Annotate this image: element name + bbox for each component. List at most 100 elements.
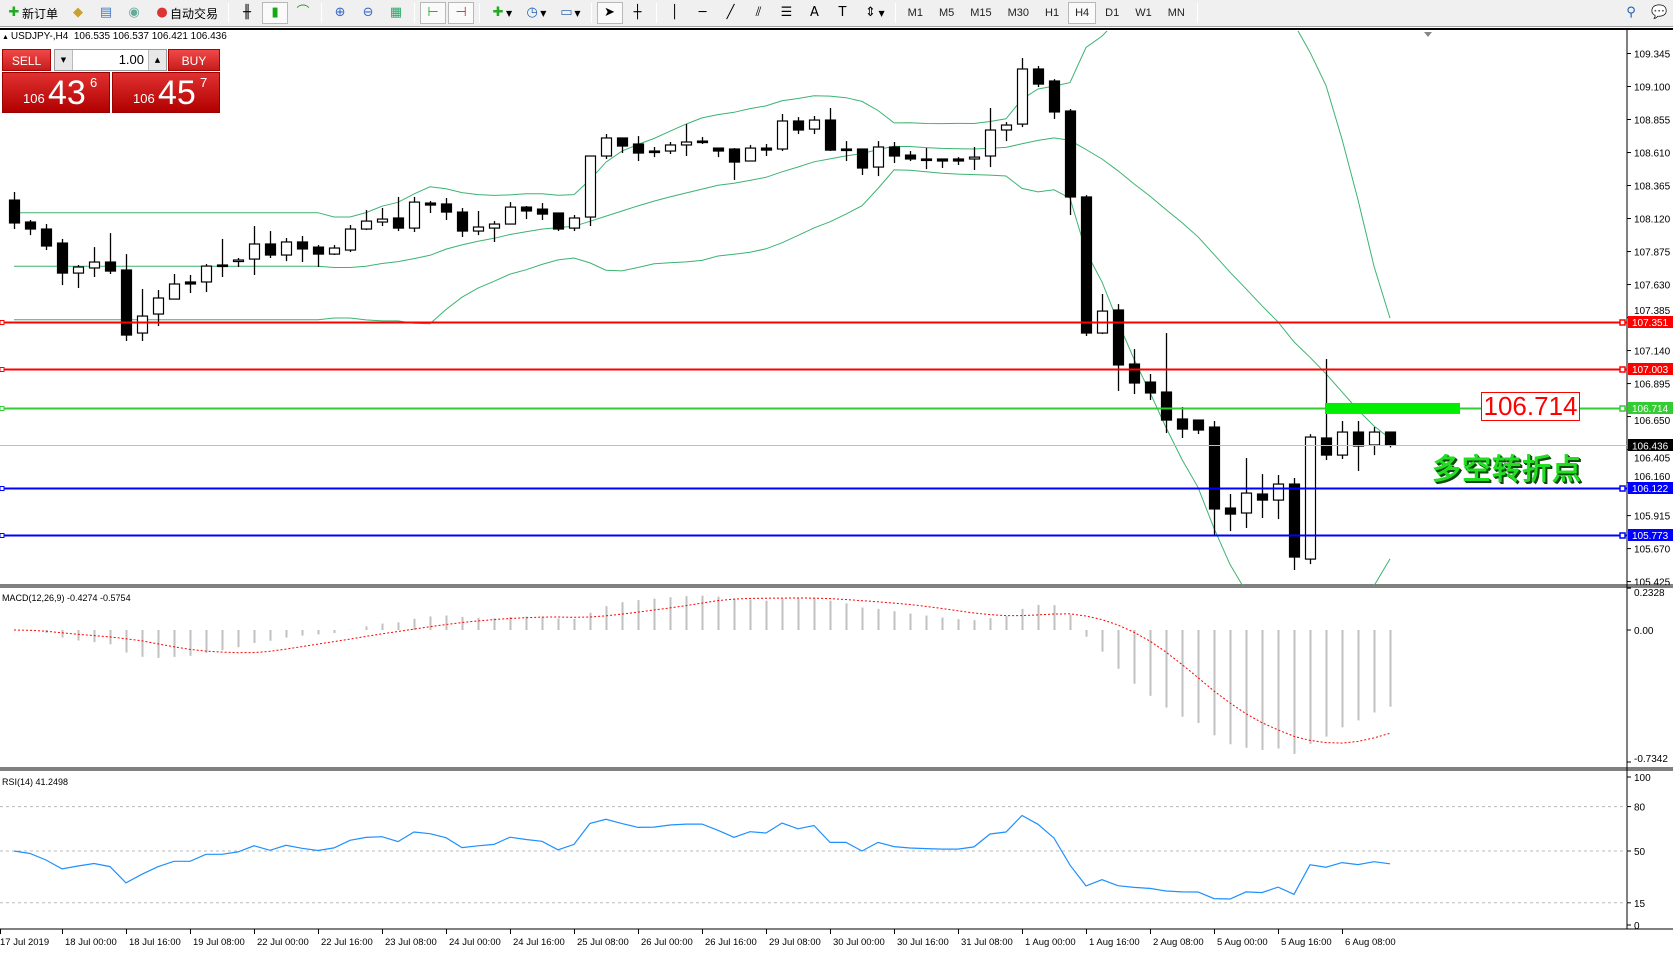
candle <box>936 158 949 169</box>
cursor-button[interactable]: ➤ <box>596 2 623 24</box>
candle <box>440 198 453 221</box>
price-tick-label: 107.385 <box>1634 306 1671 317</box>
crosshair-button[interactable]: ┼ <box>625 2 651 24</box>
templates-icon: ▭ <box>560 5 573 20</box>
market-watch-button[interactable]: ◆ <box>65 2 91 24</box>
buy-button[interactable]: BUY <box>168 49 220 71</box>
sell-button[interactable]: SELL <box>2 49 51 71</box>
bullish-candle-body <box>168 283 181 300</box>
time-label: 6 Aug 08:00 <box>1345 937 1396 948</box>
chart-area[interactable]: 109.345 109.100 108.855 108.610 108.365 108.1… <box>0 28 1673 953</box>
search-button[interactable]: ⚲ <box>1618 2 1644 24</box>
timeframe-h4[interactable]: H4 <box>1068 2 1097 24</box>
candle <box>24 220 37 236</box>
bearish-candle-body <box>824 119 837 151</box>
time-label: 19 Jul 08:00 <box>193 937 245 948</box>
text-label-button[interactable]: T <box>830 2 856 24</box>
symbol-label: USDJPY-,H4 <box>10 31 69 42</box>
line-anchor-handle <box>1619 366 1626 373</box>
chart-shift-button[interactable]: ⊢ <box>420 2 447 24</box>
search-icon: ⚲ <box>1626 5 1636 20</box>
auto-trading-button[interactable]: ● 自动交易 <box>149 2 223 24</box>
sell-price-pip: 6 <box>90 75 98 90</box>
bullish-candle-body <box>1304 436 1317 560</box>
timeframe-m15[interactable]: M15 <box>970 7 992 19</box>
bullish-candle-body <box>504 206 517 225</box>
timeframe-m30[interactable]: M30 <box>1007 7 1030 19</box>
buy-price-button[interactable]: 106 45 7 <box>112 72 220 113</box>
bearish-candle-body <box>632 143 645 154</box>
candle <box>952 157 965 166</box>
candle <box>184 274 197 294</box>
bullish-candle-body <box>1016 68 1029 125</box>
indicators-button[interactable]: ✚ ▼ <box>485 2 517 24</box>
candle <box>1128 349 1141 395</box>
timeframe-m5[interactable]: M5 <box>938 7 955 19</box>
candle <box>1160 333 1173 433</box>
templates-button[interactable]: ▭ ▼ <box>560 5 581 20</box>
arrows-button[interactable]: ⇕ ▼ <box>858 2 890 24</box>
bearish-candle-body <box>840 148 853 152</box>
candle <box>424 201 437 214</box>
new-order-label: 新订单 <box>22 6 59 21</box>
candle <box>40 224 53 251</box>
price-tick-label: 105.670 <box>1634 545 1671 556</box>
line-chart-button[interactable]: ⌒ <box>290 2 316 24</box>
zoom-out-icon: ⊖ <box>362 5 374 20</box>
bullish-candle-body <box>344 228 357 251</box>
lot-decrease-button[interactable]: ▼ <box>55 50 73 70</box>
bearish-candle-body <box>1032 68 1045 85</box>
toolbar-separator <box>479 3 481 23</box>
timeframe-mn[interactable]: MN <box>1167 7 1185 19</box>
zoom-in-button[interactable]: ⊕ <box>327 2 353 24</box>
bullish-candle-body <box>488 223 501 229</box>
new-order-button[interactable]: ✚ 新订单 <box>1 2 63 24</box>
bearish-candle-body <box>120 269 133 336</box>
price-line-tag: 107.351 <box>1632 318 1669 329</box>
bullish-candle-body <box>1240 492 1253 514</box>
candle <box>664 142 677 154</box>
lot-input[interactable]: 1.00 <box>118 52 144 67</box>
navigator-button[interactable]: ▤ <box>93 2 119 24</box>
candle <box>296 236 309 263</box>
zoom-out-button[interactable]: ⊖ <box>355 2 381 24</box>
bullish-candle-body <box>680 141 693 146</box>
bearish-candle-body <box>104 261 117 272</box>
candle <box>104 233 117 275</box>
channel-button[interactable]: ⫽ <box>746 2 772 24</box>
candle <box>712 147 725 158</box>
bearish-candle-body <box>1128 363 1141 384</box>
time-label: 24 Jul 00:00 <box>449 937 501 948</box>
tile-windows-button[interactable]: ▦ <box>383 2 409 24</box>
candle <box>648 146 661 158</box>
timeframe-h1[interactable]: H1 <box>1045 7 1060 19</box>
chat-button[interactable]: 💬 <box>1646 2 1672 24</box>
bar-chart-button[interactable]: ╫ <box>234 2 260 24</box>
timeframe-w1[interactable]: W1 <box>1135 7 1152 19</box>
text-button[interactable]: A <box>802 2 828 24</box>
horizontal-line-button[interactable]: ─ <box>690 2 716 24</box>
periods-button[interactable]: ◷ ▼ <box>519 2 551 24</box>
price-tick-label: 106.405 <box>1634 454 1671 465</box>
autoscroll-button[interactable]: ⊣ <box>448 2 475 24</box>
candle <box>968 146 981 171</box>
pivot-annotation-text[interactable]: 多空转折点 <box>1432 452 1583 486</box>
candle <box>1192 419 1205 435</box>
lot-stepper[interactable]: ▼ 1.00 ▲ <box>54 49 167 71</box>
vertical-line-button[interactable]: │ <box>662 2 688 24</box>
sell-price-button[interactable]: 106 43 6 <box>2 72 110 113</box>
time-label: 22 Jul 16:00 <box>321 937 373 948</box>
arrows-icon: ⇕ <box>865 5 876 20</box>
candlestick-button[interactable]: ▮ <box>262 2 289 24</box>
candle <box>472 210 485 236</box>
lot-increase-button[interactable]: ▲ <box>148 50 166 70</box>
bearish-candle-body <box>424 202 437 206</box>
signals-button[interactable]: ◉ <box>121 2 147 24</box>
pivot-price-label[interactable]: 106.714 <box>1481 392 1580 421</box>
fibonacci-button[interactable]: ☰ <box>774 2 800 24</box>
trendline-button[interactable]: ╱ <box>718 2 744 24</box>
timeframe-m1[interactable]: M1 <box>907 7 923 19</box>
candle <box>248 226 261 275</box>
timeframe-d1[interactable]: D1 <box>1105 7 1120 19</box>
candle <box>88 247 101 277</box>
